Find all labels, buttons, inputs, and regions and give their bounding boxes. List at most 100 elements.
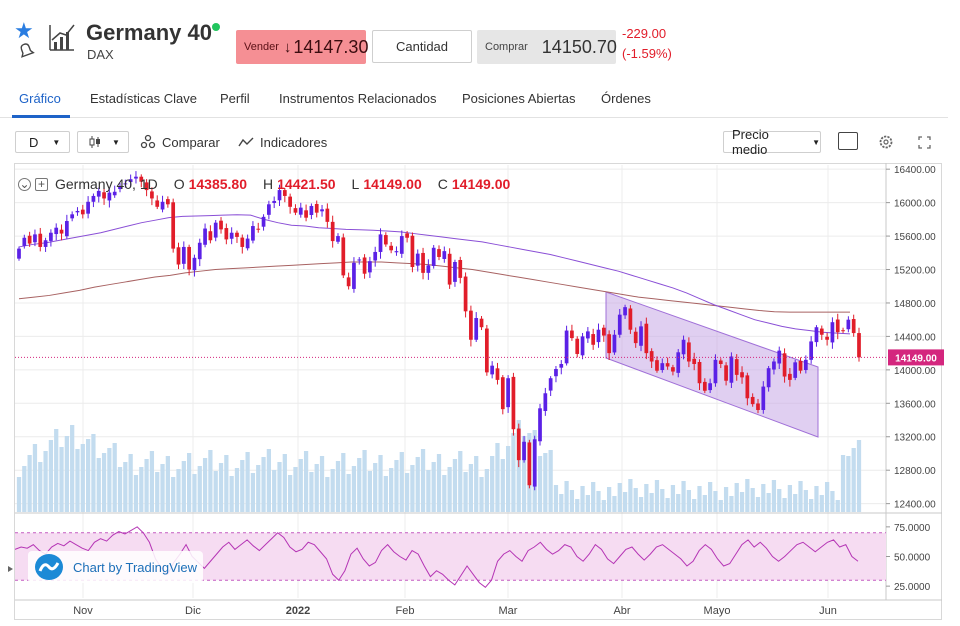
legend-high-value: 14421.50 [277,176,336,192]
candle-body [745,375,750,399]
alert-bell-icon[interactable] [17,42,35,58]
candle-body [378,234,383,252]
volume-bar [490,456,495,512]
legend-low-label: L [351,176,360,192]
candle-body [750,396,755,405]
candle-body [846,319,851,330]
candle-body [761,386,766,410]
volume-bar [91,434,96,512]
compare-icon[interactable] [140,134,156,150]
volume-bar [218,463,224,512]
candle-body [591,334,596,345]
volume-bar [697,486,702,512]
candle-body [463,276,468,312]
price-tick-label: 13200.00 [894,433,936,444]
favorite-star-icon[interactable]: ★ [14,18,34,43]
legend-close-value: 14149.00 [451,176,511,192]
time-tick-label: Feb [396,605,415,617]
tab-bar: Gráfico Estadísticas Clave Perfil Instru… [0,86,948,118]
settings-gear-icon[interactable] [878,134,894,150]
volume-bar [107,448,112,512]
interval-select[interactable]: D ▼ [15,131,70,153]
volume-bar [447,467,452,512]
volume-bar [468,464,474,512]
chart-icon[interactable] [48,22,76,52]
candlestick-icon [89,136,100,148]
volume-bar [723,487,729,512]
volume-bar [708,482,713,512]
fullscreen-icon[interactable] [918,136,931,149]
tab-instrumentos[interactable]: Instrumentos Relacionados [279,91,437,106]
volume-bar [676,494,681,512]
volume-bar [80,444,85,512]
chart-panel[interactable] [14,163,942,620]
volume-bar [787,485,793,512]
compare-button[interactable]: Comparar [162,135,220,150]
screenshot-checkbox[interactable] [838,132,858,150]
tradingview-badge[interactable]: Chart by TradingView [28,551,204,583]
candle-body [708,383,712,391]
rsi-scroll-arrow [8,566,13,572]
tab-grafico[interactable]: Gráfico [19,91,61,106]
time-tick-label: Jun [819,605,837,617]
volume-bar [245,452,250,512]
candle-body [320,209,324,212]
candle-body [102,192,106,199]
tab-perfil[interactable]: Perfil [220,91,250,106]
volume-bar [378,455,383,512]
moving-average-short-line [18,214,851,335]
candle-body [809,341,814,360]
rsi-tick-label: 50.0000 [894,553,931,564]
candle-body [112,191,117,196]
candle-body [383,235,388,245]
candle-body [229,232,234,239]
chart-type-select[interactable]: ▼ [77,131,129,153]
candle-body [123,183,128,185]
tab-posiciones[interactable]: Posiciones Abiertas [462,91,576,106]
add-icon[interactable]: + [35,177,48,191]
indicators-icon[interactable] [238,136,254,148]
volume-bar [564,481,569,512]
candle-body [346,277,351,287]
volume-bar [165,456,170,512]
candle-body [75,210,80,213]
candle-body [91,195,96,202]
volume-bar [351,466,357,512]
volume-bar [149,451,155,512]
candle-body [288,196,292,207]
volume-bar [585,495,590,512]
candle-body [272,200,277,203]
tab-ordenes[interactable]: Órdenes [601,91,651,106]
volume-bar [330,469,335,512]
candle-body [267,204,271,215]
buy-button[interactable]: Comprar 14150.70 [477,30,617,64]
candle-body [203,228,207,245]
volume-bar [373,463,378,512]
volume-bar [101,453,107,512]
candle-body [447,253,452,285]
legend-symbol: Germany 40, 1D [55,176,158,192]
volume-bar [766,493,771,512]
volume-bar [814,486,819,512]
volume-bar [761,484,766,512]
collapse-icon[interactable]: ⌄ [18,176,31,191]
volume-bar [670,485,676,512]
price-type-select[interactable]: Precio medio ▼ [723,127,821,157]
candle-body [575,338,580,354]
tab-estadisticas[interactable]: Estadísticas Clave [90,91,197,106]
candle-body [176,247,181,265]
volume-bar [123,462,128,512]
candle-body [224,228,229,240]
candle-body [676,352,681,373]
chart-legend: ⌄ + Germany 40, 1D O 14385.80 H 14421.50… [18,176,510,192]
quantity-input[interactable]: Cantidad [372,30,472,63]
volume-bar [681,481,686,512]
volume-bar [224,455,229,512]
indicators-button[interactable]: Indicadores [260,135,328,150]
candle-body [341,237,346,276]
candle-body [564,330,569,364]
sell-button[interactable]: Vender ↓ 14147.30 [236,30,368,64]
volume-bar [803,490,808,512]
candle-body [469,310,473,340]
